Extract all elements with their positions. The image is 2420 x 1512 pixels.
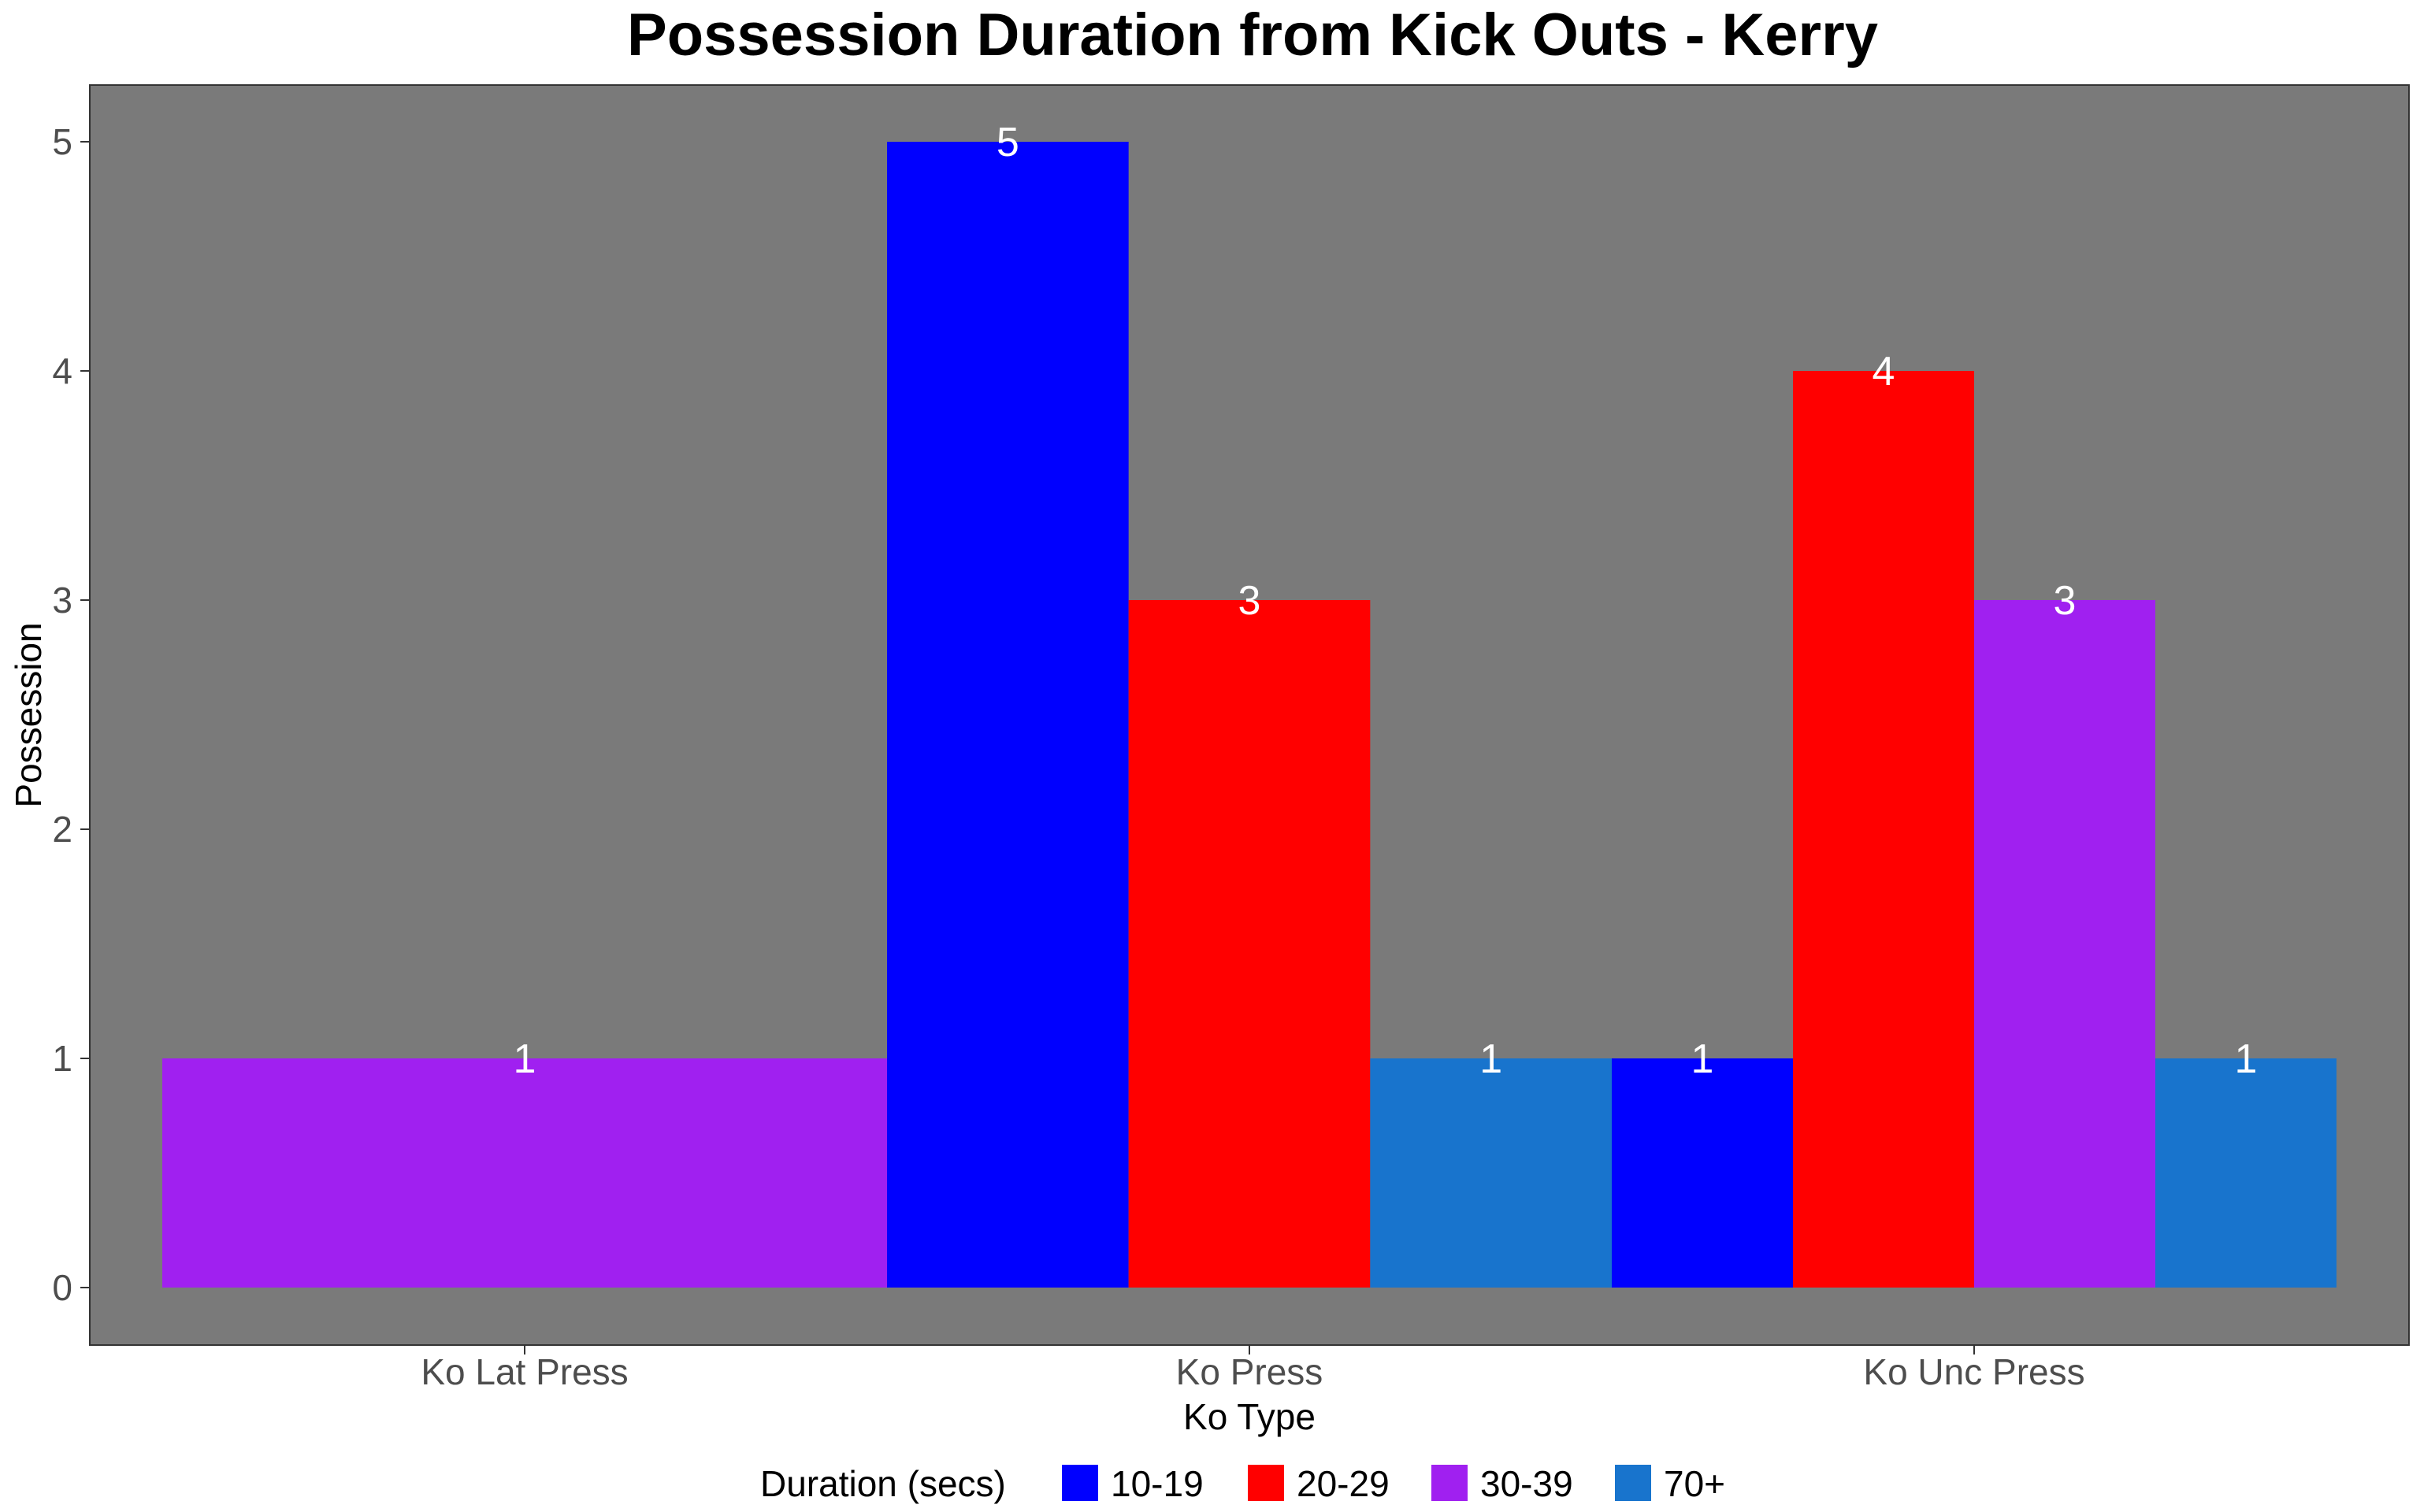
legend-key — [1248, 1465, 1284, 1501]
bar — [1974, 600, 2155, 1288]
legend-label: 30-39 — [1480, 1463, 1573, 1504]
bar — [2155, 1058, 2336, 1288]
bar — [1793, 371, 1974, 1288]
data-labels: 1 5 3 1 1 4 3 1 — [514, 120, 2258, 1082]
data-label: 1 — [1691, 1036, 1714, 1082]
data-label: 3 — [2054, 578, 2077, 624]
bar — [887, 142, 1129, 1288]
y-axis: 0 1 2 3 4 5 — [52, 121, 90, 1308]
data-label: 5 — [997, 120, 1019, 165]
data-label: 4 — [1873, 349, 1895, 395]
legend-key — [1431, 1465, 1468, 1501]
y-axis-title: Possession — [8, 622, 49, 807]
legend-label: 70+ — [1664, 1463, 1725, 1504]
legend-label: 10-19 — [1111, 1463, 1204, 1504]
x-axis: Ko Lat Press Ko Press Ko Unc Press — [421, 1345, 2085, 1392]
y-tick-label: 5 — [52, 121, 72, 162]
legend: Duration (secs) 10-19 20-29 30-39 70+ — [760, 1463, 1725, 1504]
y-tick-label: 1 — [52, 1038, 72, 1079]
y-tick-label: 2 — [52, 809, 72, 850]
legend-title: Duration (secs) — [760, 1463, 1006, 1504]
legend-label: 20-29 — [1297, 1463, 1390, 1504]
legend-key — [1615, 1465, 1651, 1501]
data-label: 1 — [514, 1036, 536, 1082]
bar — [1370, 1058, 1612, 1288]
x-tick-label: Ko Unc Press — [1863, 1351, 2084, 1392]
y-tick-label: 4 — [52, 350, 72, 391]
bar — [1612, 1058, 1793, 1288]
x-tick-label: Ko Lat Press — [421, 1351, 628, 1392]
legend-key — [1062, 1465, 1098, 1501]
data-label: 3 — [1238, 578, 1261, 624]
bar — [162, 1058, 887, 1288]
bars — [162, 142, 2336, 1288]
x-axis-title: Ko Type — [1183, 1396, 1316, 1437]
y-tick-label: 3 — [52, 580, 72, 621]
bar — [1128, 600, 1371, 1288]
chart-title: Possession Duration from Kick Outs - Ker… — [627, 2, 1878, 69]
x-tick-label: Ko Press — [1176, 1351, 1323, 1392]
data-label: 1 — [1479, 1036, 1502, 1082]
data-label: 1 — [2235, 1036, 2258, 1082]
y-tick-label: 0 — [52, 1267, 72, 1308]
